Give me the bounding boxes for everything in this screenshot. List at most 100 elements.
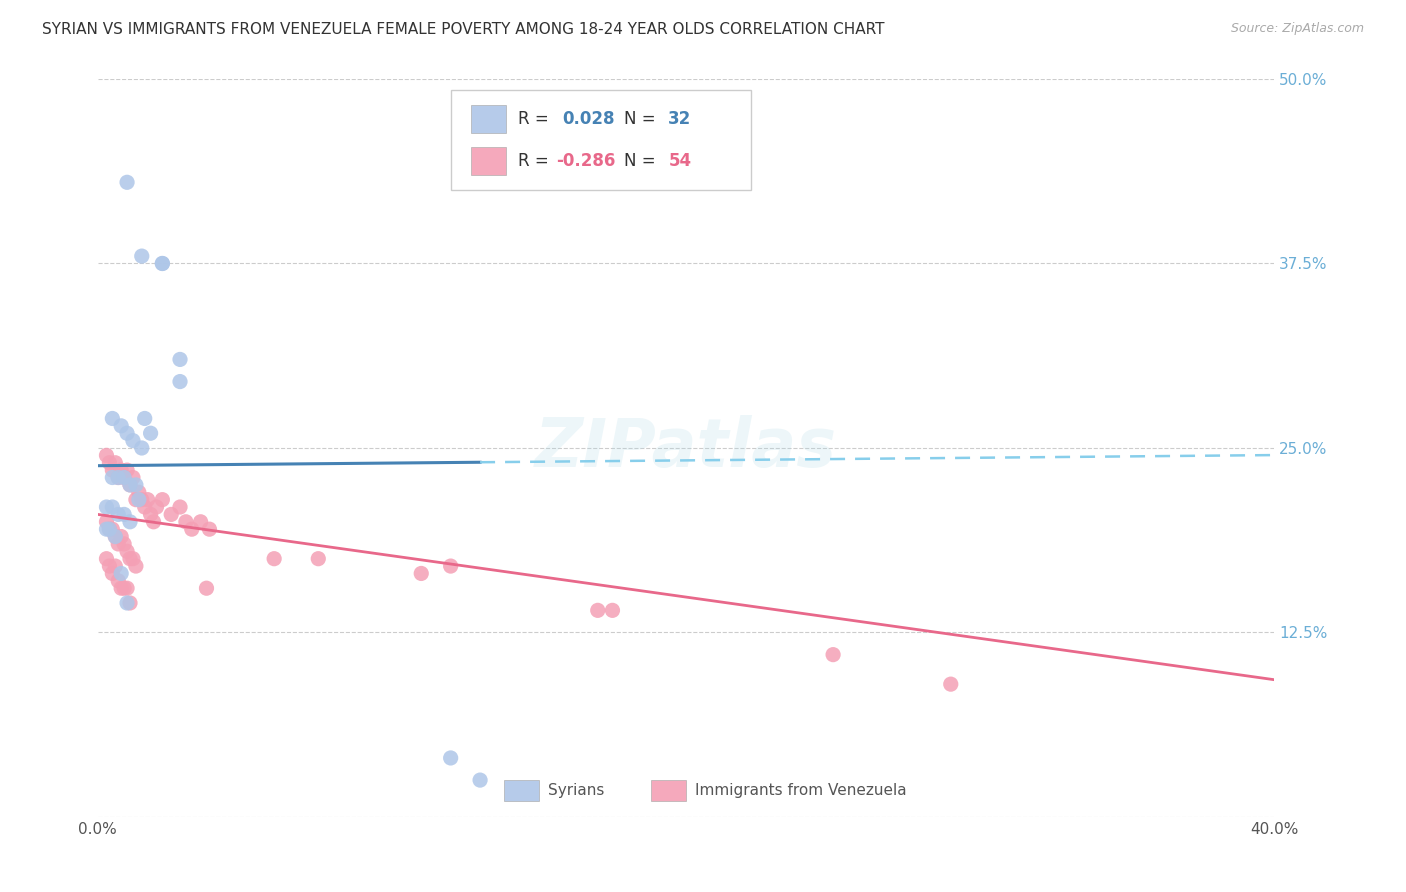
Point — [115, 581, 138, 595]
Point — [107, 508, 129, 522]
Text: -0.286: -0.286 — [557, 152, 616, 170]
Point — [107, 574, 129, 588]
Point — [96, 515, 118, 529]
Text: N =: N = — [624, 152, 661, 170]
Point — [169, 375, 191, 389]
Point — [180, 522, 202, 536]
Point — [128, 492, 150, 507]
Point — [125, 492, 148, 507]
Point — [101, 470, 124, 484]
Point — [150, 256, 173, 270]
Point — [104, 530, 127, 544]
Point — [195, 581, 218, 595]
Point — [107, 470, 129, 484]
Point — [112, 470, 135, 484]
Text: Source: ZipAtlas.com: Source: ZipAtlas.com — [1230, 22, 1364, 36]
Text: 32: 32 — [668, 110, 692, 128]
FancyBboxPatch shape — [651, 780, 686, 801]
Point — [96, 522, 118, 536]
Point — [122, 470, 145, 484]
Point — [104, 456, 127, 470]
Point — [98, 522, 121, 536]
Point — [110, 463, 132, 477]
Point — [169, 352, 191, 367]
Point — [112, 581, 135, 595]
Point — [139, 508, 162, 522]
Text: R =: R = — [517, 152, 554, 170]
Point — [150, 256, 173, 270]
Point — [136, 492, 159, 507]
Point — [115, 596, 138, 610]
Point — [160, 508, 183, 522]
Point — [101, 500, 124, 514]
FancyBboxPatch shape — [503, 780, 538, 801]
Point — [118, 551, 141, 566]
Point — [98, 559, 121, 574]
Point — [112, 508, 135, 522]
FancyBboxPatch shape — [451, 90, 751, 190]
Point — [101, 463, 124, 477]
Point — [440, 751, 463, 765]
Text: 54: 54 — [668, 152, 692, 170]
Text: 0.028: 0.028 — [562, 110, 614, 128]
Point — [112, 537, 135, 551]
Point — [134, 411, 156, 425]
Point — [307, 551, 329, 566]
Point — [118, 478, 141, 492]
Point — [823, 648, 845, 662]
Point — [440, 559, 463, 574]
Point — [586, 603, 609, 617]
Point — [939, 677, 962, 691]
Point — [115, 463, 138, 477]
Point — [122, 434, 145, 448]
Point — [110, 581, 132, 595]
Point — [150, 492, 173, 507]
Point — [96, 449, 118, 463]
Point — [110, 530, 132, 544]
Point — [134, 500, 156, 514]
Point — [142, 515, 165, 529]
Point — [411, 566, 433, 581]
Point — [110, 418, 132, 433]
Point — [145, 500, 167, 514]
Point — [125, 559, 148, 574]
Point — [101, 522, 124, 536]
Point — [118, 596, 141, 610]
Point — [107, 470, 129, 484]
Point — [110, 566, 132, 581]
Point — [104, 559, 127, 574]
Text: SYRIAN VS IMMIGRANTS FROM VENEZUELA FEMALE POVERTY AMONG 18-24 YEAR OLDS CORRELA: SYRIAN VS IMMIGRANTS FROM VENEZUELA FEMA… — [42, 22, 884, 37]
Point — [98, 522, 121, 536]
Point — [118, 478, 141, 492]
Point — [263, 551, 285, 566]
FancyBboxPatch shape — [471, 147, 506, 175]
Point — [198, 522, 221, 536]
Point — [104, 530, 127, 544]
Point — [118, 515, 141, 529]
Point — [98, 456, 121, 470]
Point — [131, 492, 153, 507]
Point — [115, 426, 138, 441]
Point — [112, 470, 135, 484]
Point — [96, 500, 118, 514]
Point — [139, 426, 162, 441]
Point — [174, 515, 197, 529]
Point — [131, 249, 153, 263]
Point — [115, 175, 138, 189]
Text: Syrians: Syrians — [548, 783, 605, 798]
Point — [107, 537, 129, 551]
Point — [190, 515, 212, 529]
Point — [602, 603, 624, 617]
Point — [169, 500, 191, 514]
Point — [131, 441, 153, 455]
Text: Immigrants from Venezuela: Immigrants from Venezuela — [696, 783, 907, 798]
Text: N =: N = — [624, 110, 661, 128]
Point — [122, 551, 145, 566]
Point — [101, 411, 124, 425]
Point — [128, 485, 150, 500]
Text: ZIPatlas: ZIPatlas — [536, 415, 837, 481]
FancyBboxPatch shape — [471, 104, 506, 133]
Point — [115, 544, 138, 558]
Text: R =: R = — [517, 110, 554, 128]
Point — [101, 566, 124, 581]
